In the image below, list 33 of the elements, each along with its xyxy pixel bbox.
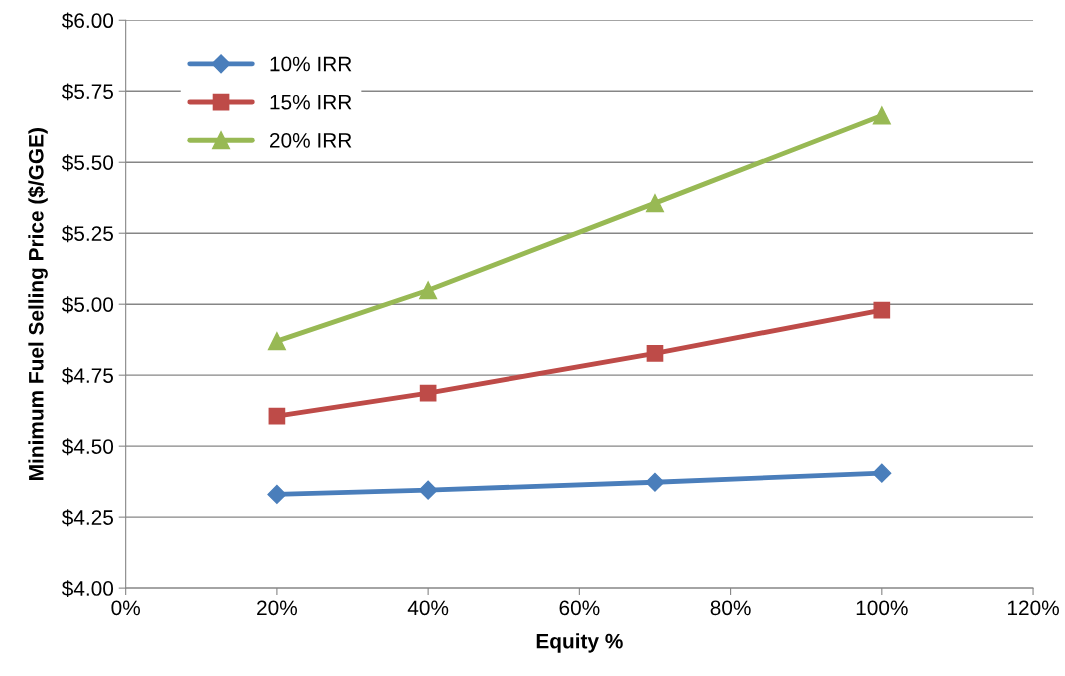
x-tick-label: 120% bbox=[1008, 600, 1059, 616]
y-tick-label: $4.25 bbox=[61, 509, 113, 527]
point bbox=[872, 463, 892, 483]
point bbox=[645, 194, 665, 213]
x-tick-label: 20% bbox=[257, 600, 298, 616]
point bbox=[267, 484, 287, 504]
point bbox=[267, 332, 286, 351]
y-tick-label: $5.00 bbox=[61, 296, 114, 314]
legend-label: 10% IRR bbox=[270, 56, 352, 72]
point bbox=[268, 407, 286, 425]
x-tick-label: 100% bbox=[856, 600, 908, 616]
legend-label: 15% IRR bbox=[270, 94, 352, 110]
point bbox=[646, 344, 664, 362]
y-tick-label: $4.75 bbox=[61, 367, 113, 385]
y-tick-label: $6.00 bbox=[61, 12, 114, 30]
point bbox=[419, 384, 437, 402]
y-tick-label: $4.00 bbox=[61, 580, 114, 598]
point bbox=[418, 480, 438, 500]
point bbox=[645, 472, 665, 492]
y-tick-label: $5.75 bbox=[61, 83, 113, 101]
x-tick-label: 80% bbox=[710, 600, 751, 616]
point bbox=[873, 301, 891, 319]
point bbox=[419, 281, 438, 300]
y-tick-label: $5.50 bbox=[61, 154, 114, 172]
y-axis-title: Minimum Fuel Selling Price ($/GGE) bbox=[27, 128, 48, 480]
x-tick-label: 60% bbox=[559, 600, 600, 616]
x-axis-title: Equity % bbox=[536, 633, 623, 653]
y-tick-label: $5.25 bbox=[61, 225, 113, 243]
y-tick-label: $4.50 bbox=[61, 438, 114, 456]
legend-label: 20% IRR bbox=[270, 132, 352, 148]
x-tick-label: 0% bbox=[111, 600, 140, 616]
x-tick-label: 40% bbox=[407, 600, 449, 616]
point bbox=[872, 106, 891, 125]
